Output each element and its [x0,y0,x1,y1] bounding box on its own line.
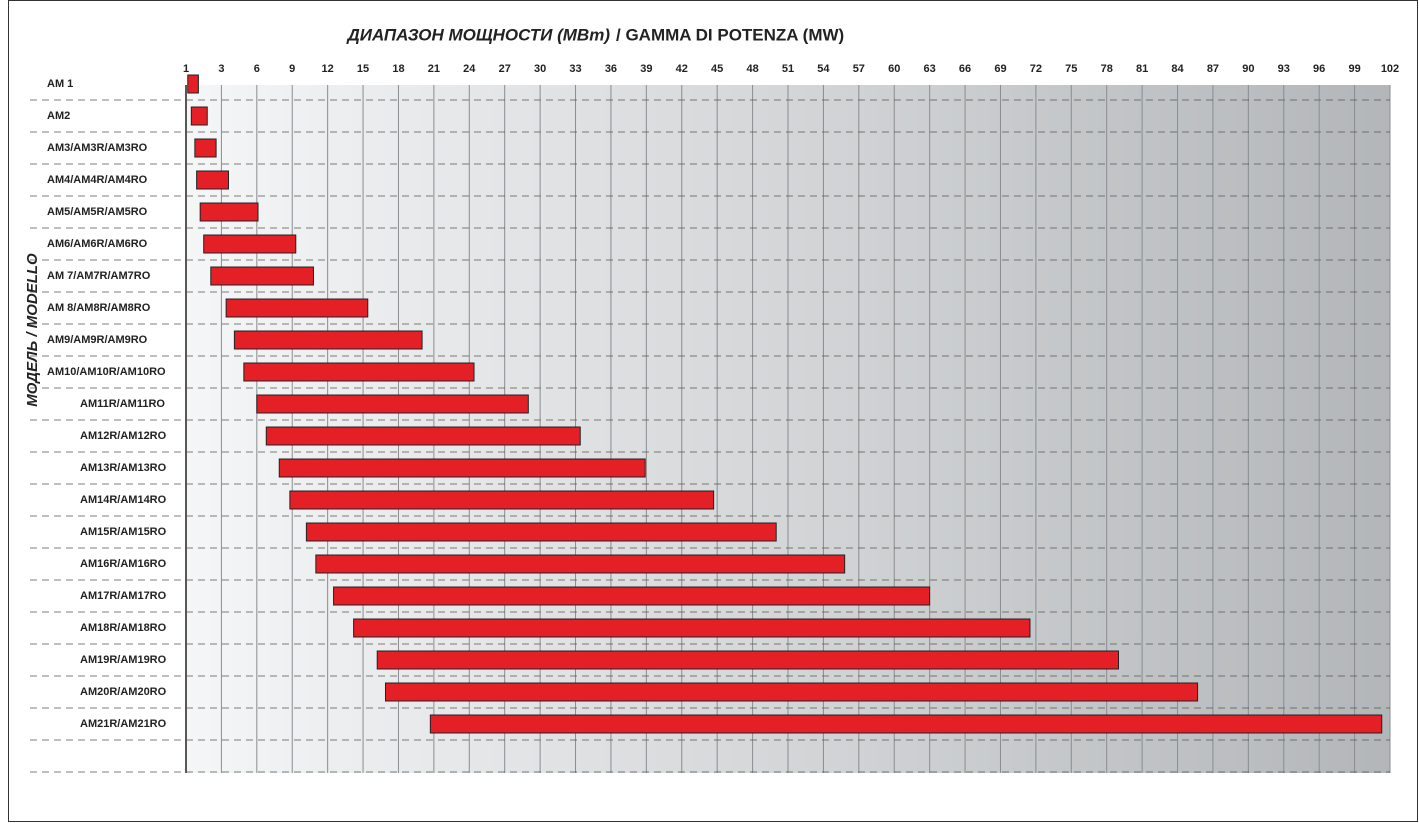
category-label: AM18R/AM18RO [80,622,167,634]
x-tick-label: 81 [1136,63,1148,75]
x-tick-label: 27 [499,63,511,75]
x-tick-label: 60 [888,63,900,75]
chart-title: ДИАПАЗОН МОЩНОСТИ (МВт) [346,25,611,44]
x-tick-label: 69 [994,63,1006,75]
category-label: AM13R/AM13RO [80,462,167,474]
x-tick-label: 48 [746,63,758,75]
range-bar [194,138,217,158]
x-tick-label: 96 [1313,63,1325,75]
range-bar [196,170,229,190]
x-tick-label: 6 [254,63,260,75]
category-label: AM15R/AM15RO [80,526,167,538]
range-bar [190,106,208,126]
category-label: AM6/AM6R/AM6RO [47,238,148,250]
x-tick-label: 18 [392,63,404,75]
x-tick-label: 87 [1207,63,1219,75]
range-bar [210,266,314,286]
y-axis-label: МОДЕЛЬ / MODELLO [24,253,41,407]
range-bar [199,202,259,222]
x-tick-label: 99 [1348,63,1360,75]
range-bar [278,458,646,478]
range-bar [384,682,1199,702]
x-tick-label: 21 [428,63,440,75]
category-label: AM 7/AM7R/AM7RO [47,270,151,282]
range-bar [187,74,199,94]
range-bar [265,426,581,446]
x-tick-label: 75 [1065,63,1077,75]
category-label: AM19R/AM19RO [80,654,167,666]
x-tick-label: 42 [676,63,688,75]
range-bar [353,618,1031,638]
x-tick-label: 12 [322,63,334,75]
x-tick-label: 84 [1171,63,1184,75]
range-bar [315,554,846,574]
x-tick-label: 24 [463,63,476,75]
category-label: AM 1 [47,78,73,90]
category-label: AM 8/AM8R/AM8RO [47,302,151,314]
x-tick-label: 1 [183,63,189,75]
category-label: AM4/AM4R/AM4RO [47,174,148,186]
category-label: AM10/AM10R/AM10RO [47,366,166,378]
category-label: AM12R/AM12RO [80,430,167,442]
range-bar [243,362,475,382]
category-label: AM3/AM3R/AM3RO [47,142,148,154]
range-bar [429,714,1383,734]
x-tick-label: 30 [534,63,546,75]
x-tick-label: 36 [605,63,617,75]
category-label: AM2 [47,110,70,122]
x-tick-label: 54 [817,63,830,75]
x-tick-label: 93 [1278,63,1290,75]
range-bar [289,490,715,510]
range-bar [203,234,297,254]
range-bar [256,394,529,414]
category-label: AM20R/AM20RO [80,686,167,698]
x-tick-label: 57 [853,63,865,75]
x-tick-label: 90 [1242,63,1254,75]
category-label: AM5/AM5R/AM5RO [47,206,148,218]
x-tick-label: 66 [959,63,971,75]
x-tick-label: 9 [289,63,295,75]
range-bar [305,522,777,542]
x-tick-label: 3 [218,63,224,75]
x-tick-label: 15 [357,63,369,75]
x-tick-label: 63 [924,63,936,75]
x-tick-label: 51 [782,63,794,75]
x-tick-label: 45 [711,63,723,75]
x-tick-label: 39 [640,63,652,75]
x-tick-label: 33 [569,63,581,75]
range-bar [333,586,931,606]
category-label: AM17R/AM17RO [80,590,167,602]
x-tick-label: 78 [1101,63,1113,75]
category-label: AM16R/AM16RO [80,558,167,570]
range-bar [376,650,1120,670]
category-label: AM21R/AM21RO [80,718,167,730]
range-bar [233,330,423,350]
x-tick-label: 102 [1381,63,1399,75]
chart-title-2: / GAMMA DI POTENZA (MW) [616,25,844,44]
category-label: AM9/AM9R/AM9RO [47,334,148,346]
x-tick-label: 72 [1030,63,1042,75]
category-label: AM14R/AM14RO [80,494,167,506]
category-label: AM11R/AM11RO [80,398,165,410]
range-bar [225,298,369,318]
